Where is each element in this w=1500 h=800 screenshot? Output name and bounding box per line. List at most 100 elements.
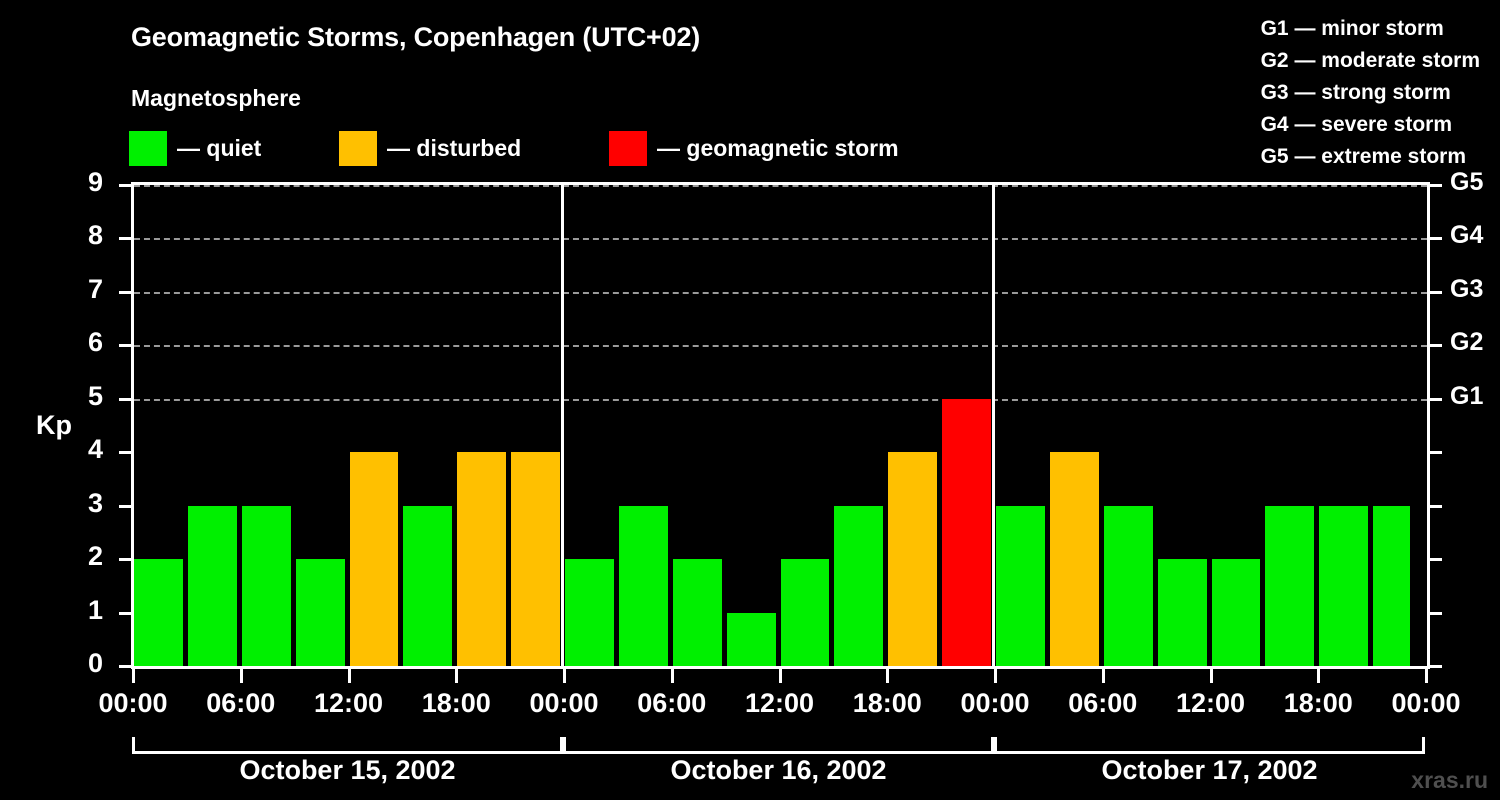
day-separator-2 bbox=[992, 185, 995, 666]
y-tick-3 bbox=[119, 504, 131, 508]
date-bracket-1 bbox=[132, 737, 563, 754]
gridline-kp-7 bbox=[134, 291, 1427, 294]
x-tick-label-5: 06:00 bbox=[637, 688, 707, 718]
plot-inner bbox=[134, 185, 1427, 666]
y-tick-label-6: 6 bbox=[87, 327, 103, 358]
x-tick-2 bbox=[347, 669, 351, 683]
g-axis-label-G2: G2 bbox=[1450, 328, 1484, 357]
y-tick-2 bbox=[119, 558, 131, 562]
g-legend-row-5: G5 — extreme storm bbox=[1260, 145, 1467, 168]
x-tick-label-0: 00:00 bbox=[98, 688, 168, 718]
g-tick-G1 bbox=[1430, 397, 1442, 401]
g-tick-G3 bbox=[1430, 290, 1442, 294]
bar bbox=[1211, 559, 1261, 666]
y-tick-5 bbox=[119, 397, 131, 401]
g-tick-G5 bbox=[1430, 184, 1442, 187]
legend-label-1: — disturbed bbox=[387, 135, 522, 161]
y-tick-4 bbox=[119, 451, 131, 455]
bar bbox=[187, 505, 237, 666]
g-tick-G2 bbox=[1430, 344, 1442, 348]
x-tick-5 bbox=[670, 669, 674, 683]
bar bbox=[241, 505, 291, 666]
watermark: xras.ru bbox=[1411, 767, 1488, 793]
y-tick-9 bbox=[119, 184, 131, 187]
bar bbox=[1265, 505, 1315, 666]
g-minor-tick-2 bbox=[1430, 558, 1442, 562]
bar bbox=[511, 452, 560, 666]
x-tick-label-12: 00:00 bbox=[1391, 688, 1461, 718]
y-tick-label-2: 2 bbox=[87, 541, 103, 572]
y-tick-label-8: 8 bbox=[87, 220, 103, 251]
green-swatch bbox=[129, 131, 167, 166]
bar bbox=[1319, 505, 1369, 666]
x-tick-label-3: 18:00 bbox=[421, 688, 491, 718]
gridline-kp-8 bbox=[134, 238, 1427, 241]
date-bracket-2 bbox=[563, 737, 994, 754]
x-tick-10 bbox=[1209, 669, 1213, 683]
page-title: Geomagnetic Storms, Copenhagen (UTC+02) bbox=[131, 22, 701, 52]
bar bbox=[457, 452, 507, 666]
g-minor-tick-1 bbox=[1430, 611, 1442, 615]
legend-entry-2: — geomagnetic storm bbox=[609, 131, 899, 166]
bar bbox=[134, 559, 183, 666]
y-tick-label-1: 1 bbox=[87, 594, 103, 625]
color-legend: — quiet — disturbed — geomagnetic storm bbox=[129, 131, 1029, 166]
y-axis-title: Kp bbox=[36, 410, 72, 440]
g-legend-row-4: G4 — severe storm bbox=[1260, 113, 1453, 136]
x-tick-9 bbox=[1101, 669, 1105, 683]
x-tick-label-10: 12:00 bbox=[1175, 688, 1246, 718]
x-tick-label-1: 06:00 bbox=[206, 688, 276, 718]
plot-area bbox=[131, 182, 1430, 669]
x-tick-label-9: 06:00 bbox=[1068, 688, 1138, 718]
bar bbox=[888, 452, 938, 666]
legend-entry-0: — quiet bbox=[129, 131, 261, 166]
legend-entry-1: — disturbed bbox=[339, 131, 521, 166]
date-bracket-3 bbox=[994, 737, 1425, 754]
g-legend-row-2: G2 — moderate storm bbox=[1260, 49, 1480, 72]
x-tick-label-4: 00:00 bbox=[529, 688, 599, 718]
date-label-1: October 15, 2002 bbox=[239, 755, 456, 785]
bar-series bbox=[134, 185, 1427, 666]
x-tick-1 bbox=[239, 669, 243, 683]
legend-label-0: — quiet bbox=[177, 135, 262, 161]
y-tick-1 bbox=[119, 611, 131, 615]
y-tick-label-9: 9 bbox=[87, 167, 103, 197]
bar bbox=[565, 559, 614, 666]
bar bbox=[942, 398, 991, 666]
bar bbox=[834, 505, 884, 666]
g-axis-label-G3: G3 bbox=[1450, 274, 1484, 303]
g-legend-row-3: G3 — strong storm bbox=[1260, 81, 1451, 104]
g-minor-tick-3 bbox=[1430, 504, 1442, 508]
gridline-kp-5 bbox=[134, 398, 1427, 401]
g-scale-legend: G1 — minor storm G2 — moderate storm G3 — … bbox=[1261, 13, 1480, 173]
x-tick-11 bbox=[1317, 669, 1321, 683]
bar bbox=[726, 612, 776, 666]
y-tick-6 bbox=[119, 344, 131, 348]
bar bbox=[349, 452, 399, 666]
legend-label-2: — geomagnetic storm bbox=[657, 135, 899, 161]
g-minor-tick-0 bbox=[1430, 665, 1442, 668]
bar bbox=[618, 505, 668, 666]
bar bbox=[403, 505, 453, 666]
bar bbox=[996, 505, 1045, 666]
y-tick-label-4: 4 bbox=[87, 434, 103, 465]
y-tick-0 bbox=[119, 665, 131, 668]
bar bbox=[1157, 559, 1207, 666]
g-axis-label-G1: G1 bbox=[1450, 381, 1484, 410]
x-tick-label-7: 18:00 bbox=[852, 688, 922, 718]
x-tick-7 bbox=[886, 669, 890, 683]
x-tick-label-2: 12:00 bbox=[313, 688, 384, 718]
gridline-kp-6 bbox=[134, 345, 1427, 348]
red-swatch bbox=[609, 131, 647, 166]
date-label-3: October 17, 2002 bbox=[1101, 755, 1318, 785]
x-tick-label-11: 18:00 bbox=[1283, 688, 1353, 718]
x-tick-0 bbox=[132, 669, 135, 683]
y-tick-label-0: 0 bbox=[87, 648, 103, 678]
g-axis-label-G5: G5 bbox=[1450, 168, 1484, 196]
y-tick-label-3: 3 bbox=[87, 487, 103, 518]
chart-subtitle: Magnetosphere bbox=[131, 85, 301, 111]
bar bbox=[780, 559, 830, 666]
bar bbox=[1103, 505, 1153, 666]
y-tick-7 bbox=[119, 290, 131, 294]
gridline-kp-9 bbox=[134, 185, 1427, 187]
